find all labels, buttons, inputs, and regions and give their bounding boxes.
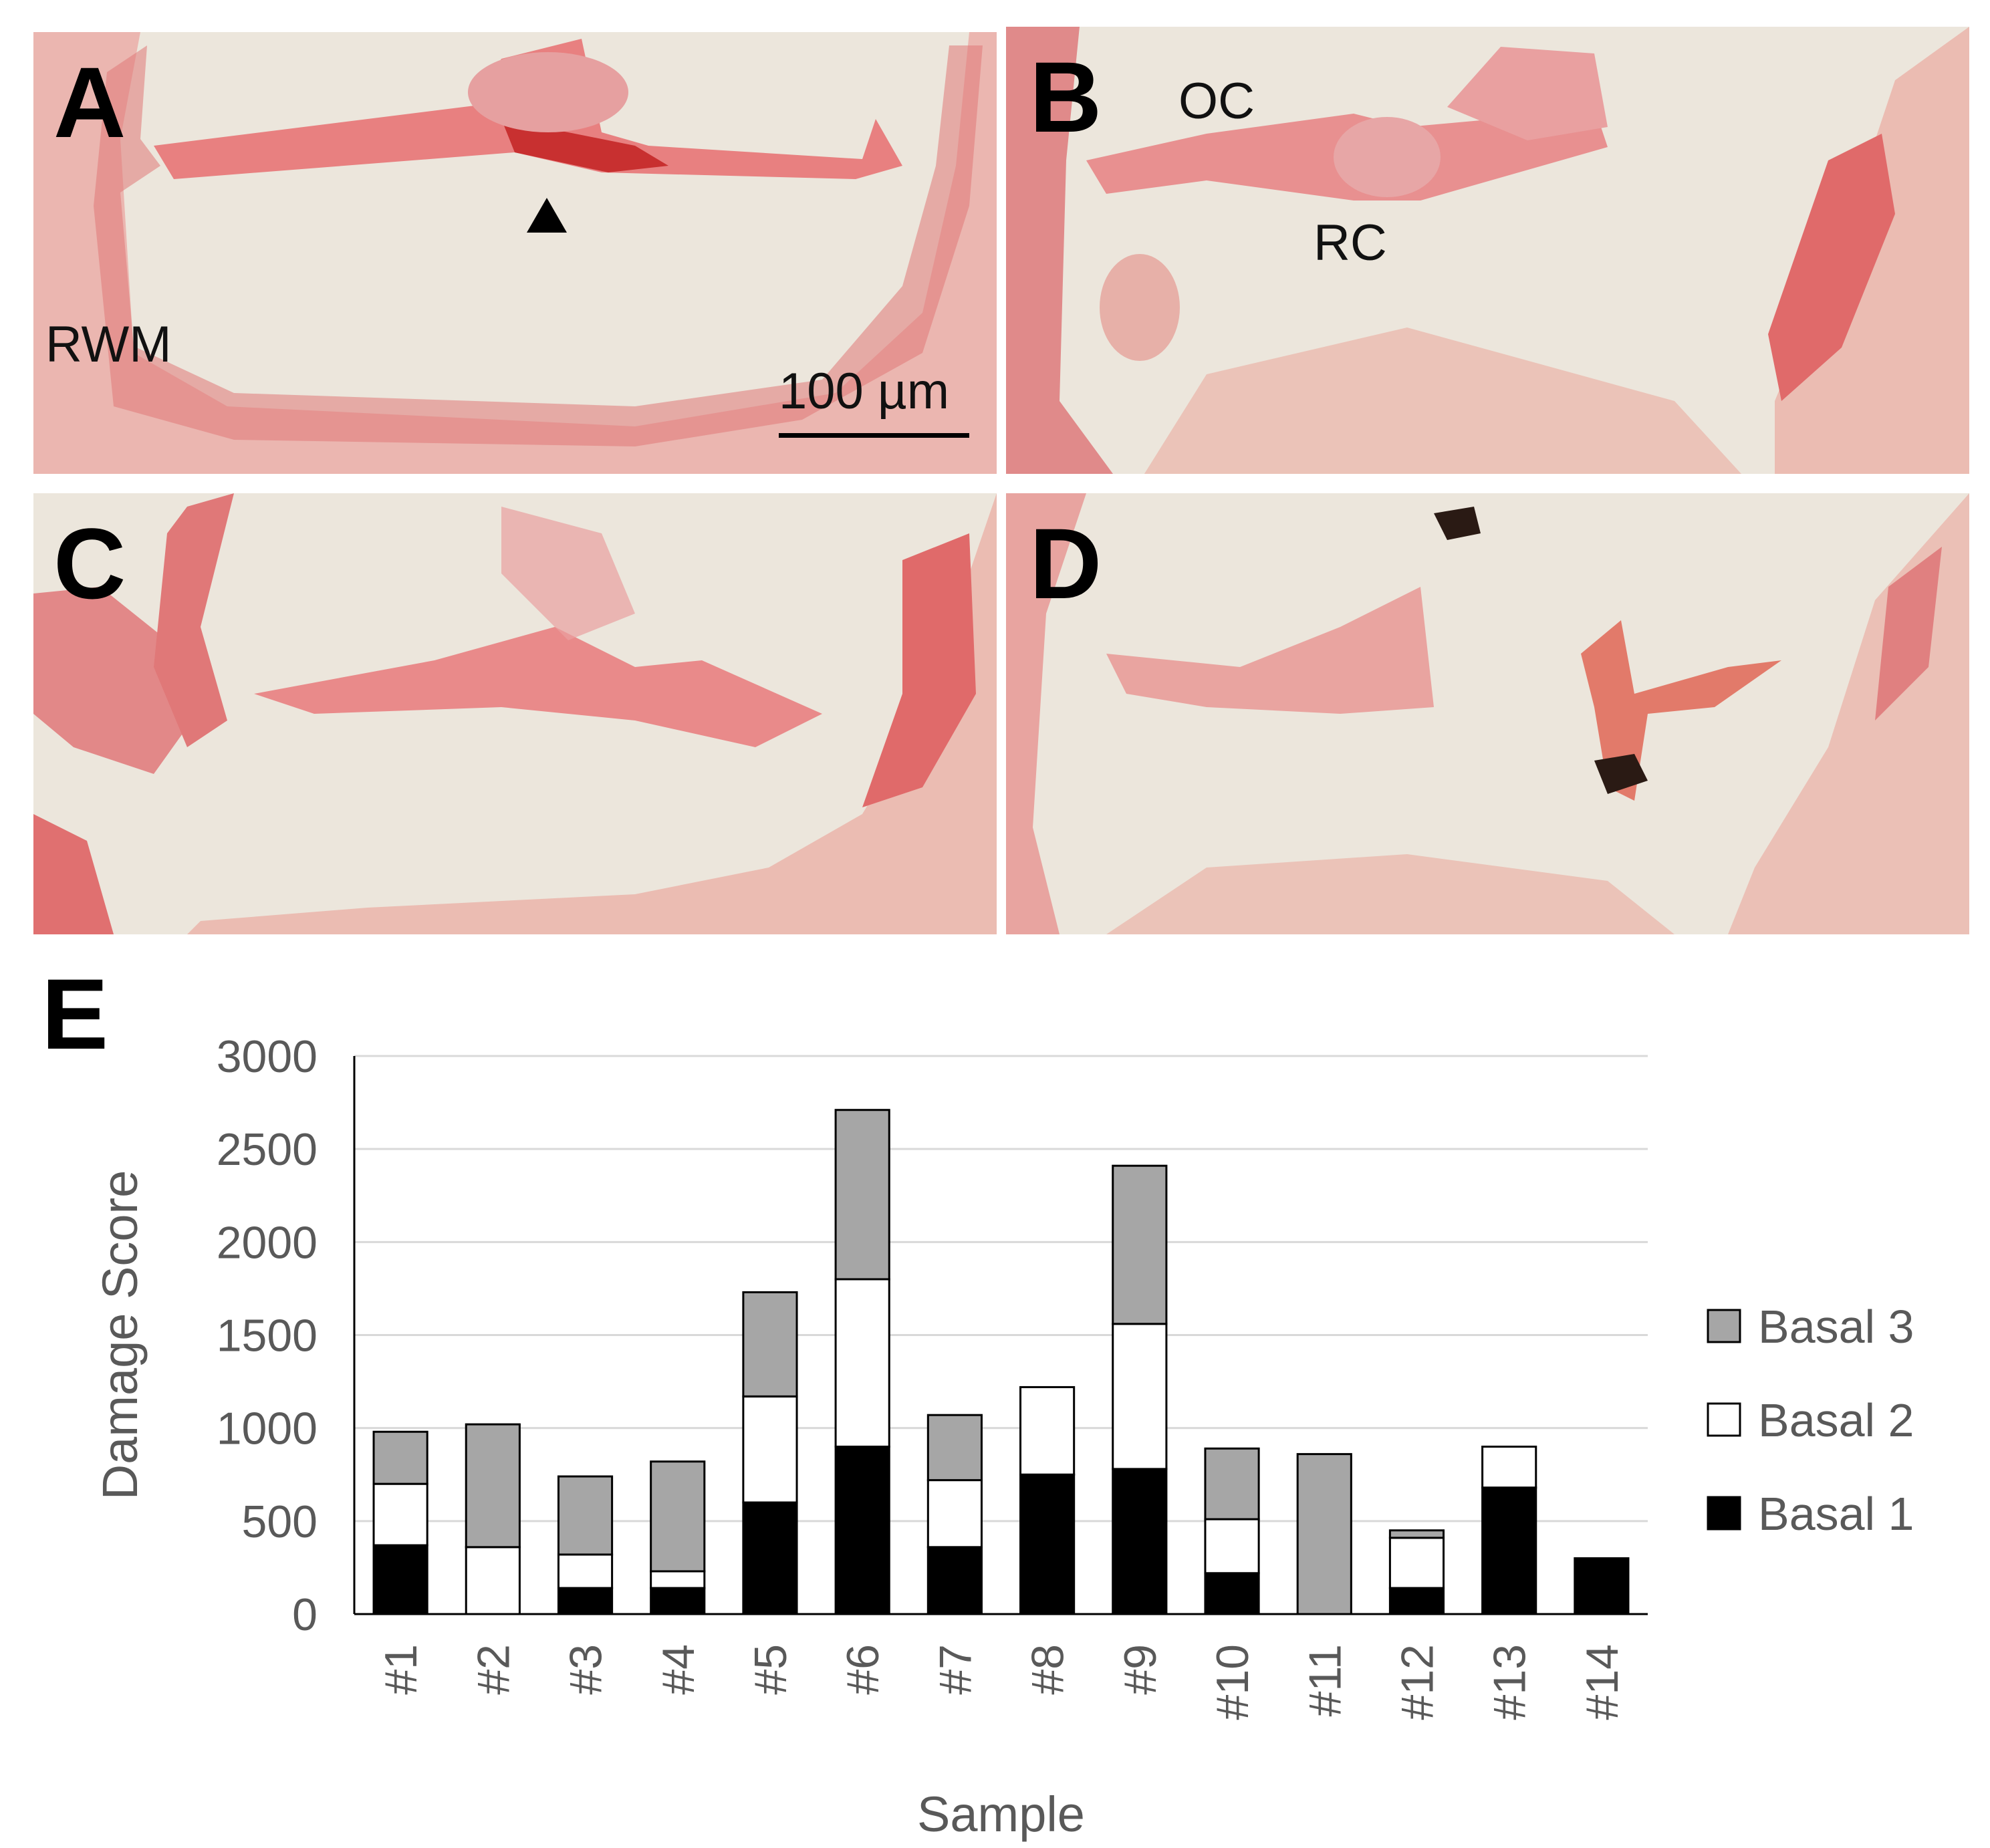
bar-basal-1 xyxy=(1574,1557,1630,1615)
bar-basal-3 xyxy=(926,1414,983,1482)
stacked-bar-chart: 0 500 1000 1500 2000 2500 3000 #1 #2 #3 #4 #5 #6 #7 #8… xyxy=(92,1031,1914,1842)
bar-basal-3 xyxy=(372,1430,428,1485)
bar-basal-2 xyxy=(372,1482,428,1547)
legend-label: Basal 2 xyxy=(1758,1394,1914,1446)
bar-basal-2 xyxy=(742,1395,798,1504)
micrograph-panel-a: A RWM 100 µm xyxy=(33,32,997,474)
bar-basal-2 xyxy=(1204,1518,1260,1575)
micrograph-panel-c: C xyxy=(33,493,997,934)
legend-label: Basal 3 xyxy=(1758,1301,1914,1353)
bar-basal-3 xyxy=(834,1109,890,1281)
x-tick-label: #2 xyxy=(468,1644,519,1695)
x-tick-label: #14 xyxy=(1577,1644,1628,1720)
bar-basal-1 xyxy=(650,1587,706,1615)
bar-basal-2 xyxy=(465,1546,521,1615)
panel-letter-d: D xyxy=(1029,507,1102,620)
x-tick-label: #5 xyxy=(745,1644,796,1695)
bar-basal-2 xyxy=(1019,1385,1076,1476)
scale-bar-label: 100 µm xyxy=(779,363,950,420)
legend-label: Basal 1 xyxy=(1758,1488,1914,1540)
bar-basal-2 xyxy=(557,1553,614,1589)
bar-basal-1 xyxy=(1112,1468,1168,1615)
x-tick-label: #13 xyxy=(1485,1644,1535,1720)
y-tick-label: 0 xyxy=(292,1589,318,1640)
bar-basal-2 xyxy=(926,1479,983,1549)
x-tick-label: #1 xyxy=(376,1644,426,1695)
bar-basal-3 xyxy=(1388,1529,1445,1539)
legend-swatch xyxy=(1707,1496,1741,1531)
cochlea-section-d xyxy=(1006,493,1969,934)
x-tick-label: #4 xyxy=(653,1644,704,1695)
cochlea-section-c xyxy=(33,493,997,934)
y-axis-title: Damage Score xyxy=(92,1170,148,1500)
y-tick-label: 1500 xyxy=(217,1311,318,1361)
bar-basal-2 xyxy=(650,1570,706,1589)
bar-basal-1 xyxy=(834,1446,890,1615)
bar-basal-1 xyxy=(372,1544,428,1615)
x-tick-label: #3 xyxy=(561,1644,612,1695)
panel-letter-c: C xyxy=(53,507,126,620)
bar-basal-1 xyxy=(1388,1587,1445,1615)
bar-basal-3 xyxy=(650,1460,706,1573)
bar-basal-1 xyxy=(1481,1486,1537,1615)
rwm-label: RWM xyxy=(45,316,172,373)
x-tick-label: #9 xyxy=(1115,1644,1166,1695)
x-tick-label: #12 xyxy=(1392,1644,1443,1720)
damage-score-chart: E 0 500 1000 1500 2000 2500 3000 #1 #2 #3 #4 #5 #6 #7… xyxy=(0,956,1990,1848)
x-tick-label: #10 xyxy=(1207,1644,1258,1720)
scale-bar xyxy=(779,433,969,438)
panel-letter-b: B xyxy=(1029,41,1102,153)
micrograph-panel-b: B OC RC xyxy=(1006,27,1969,474)
x-tick-label: #11 xyxy=(1299,1644,1350,1716)
bar-basal-3 xyxy=(742,1291,798,1398)
bar-basal-2 xyxy=(1112,1323,1168,1470)
panel-letter-a: A xyxy=(53,46,126,158)
x-tick-label: #6 xyxy=(838,1644,888,1695)
bar-basal-2 xyxy=(1481,1446,1537,1489)
bar-basal-3 xyxy=(1204,1447,1260,1521)
y-tick-label: 2000 xyxy=(217,1217,318,1268)
bar-basal-1 xyxy=(926,1546,983,1615)
bar-basal-3 xyxy=(1112,1164,1168,1325)
oc-label: OC xyxy=(1178,73,1255,130)
legend-swatch xyxy=(1707,1309,1741,1343)
bar-basal-1 xyxy=(1019,1473,1076,1615)
bar-basal-3 xyxy=(1296,1453,1352,1615)
y-tick-label: 3000 xyxy=(217,1031,318,1082)
x-axis-title: Sample xyxy=(917,1787,1085,1842)
bar-basal-2 xyxy=(834,1278,890,1448)
bar-basal-3 xyxy=(557,1475,614,1556)
x-tick-label: #7 xyxy=(930,1644,981,1695)
rc-label: RC xyxy=(1314,215,1387,271)
y-tick-label: 2500 xyxy=(217,1124,318,1175)
cochlea-section-a xyxy=(33,32,997,474)
legend-swatch xyxy=(1707,1402,1741,1437)
x-tick-label: #8 xyxy=(1023,1644,1074,1695)
panel-letter-e: E xyxy=(41,958,109,1070)
bar-basal-1 xyxy=(742,1501,798,1615)
bar-basal-1 xyxy=(1204,1572,1260,1615)
micrograph-panel-d: D xyxy=(1006,493,1969,934)
cochlea-section-b xyxy=(1006,27,1969,474)
y-tick-label: 1000 xyxy=(217,1404,318,1454)
bar-basal-2 xyxy=(1388,1537,1445,1589)
bar-basal-3 xyxy=(465,1423,521,1549)
bar-basal-1 xyxy=(557,1587,614,1615)
y-tick-label: 500 xyxy=(242,1496,318,1547)
